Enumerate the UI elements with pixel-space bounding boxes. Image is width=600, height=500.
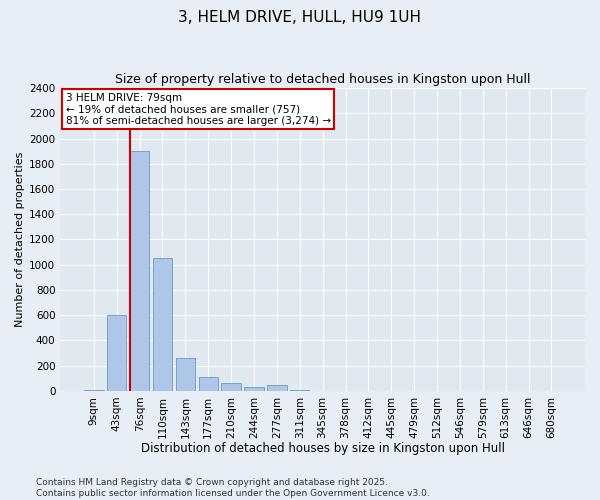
Bar bbox=[199, 377, 218, 391]
Y-axis label: Number of detached properties: Number of detached properties bbox=[15, 152, 25, 327]
Bar bbox=[107, 315, 127, 391]
Title: Size of property relative to detached houses in Kingston upon Hull: Size of property relative to detached ho… bbox=[115, 72, 530, 86]
Bar bbox=[153, 258, 172, 391]
Bar bbox=[244, 387, 264, 391]
Text: 3, HELM DRIVE, HULL, HU9 1UH: 3, HELM DRIVE, HULL, HU9 1UH bbox=[179, 10, 421, 25]
Bar bbox=[290, 390, 310, 391]
Bar bbox=[130, 151, 149, 391]
Bar bbox=[84, 390, 104, 391]
Text: 3 HELM DRIVE: 79sqm
← 19% of detached houses are smaller (757)
81% of semi-detac: 3 HELM DRIVE: 79sqm ← 19% of detached ho… bbox=[65, 92, 331, 126]
Bar bbox=[176, 358, 195, 391]
X-axis label: Distribution of detached houses by size in Kingston upon Hull: Distribution of detached houses by size … bbox=[140, 442, 505, 455]
Bar bbox=[221, 384, 241, 391]
Text: Contains HM Land Registry data © Crown copyright and database right 2025.
Contai: Contains HM Land Registry data © Crown c… bbox=[36, 478, 430, 498]
Bar bbox=[267, 384, 287, 391]
